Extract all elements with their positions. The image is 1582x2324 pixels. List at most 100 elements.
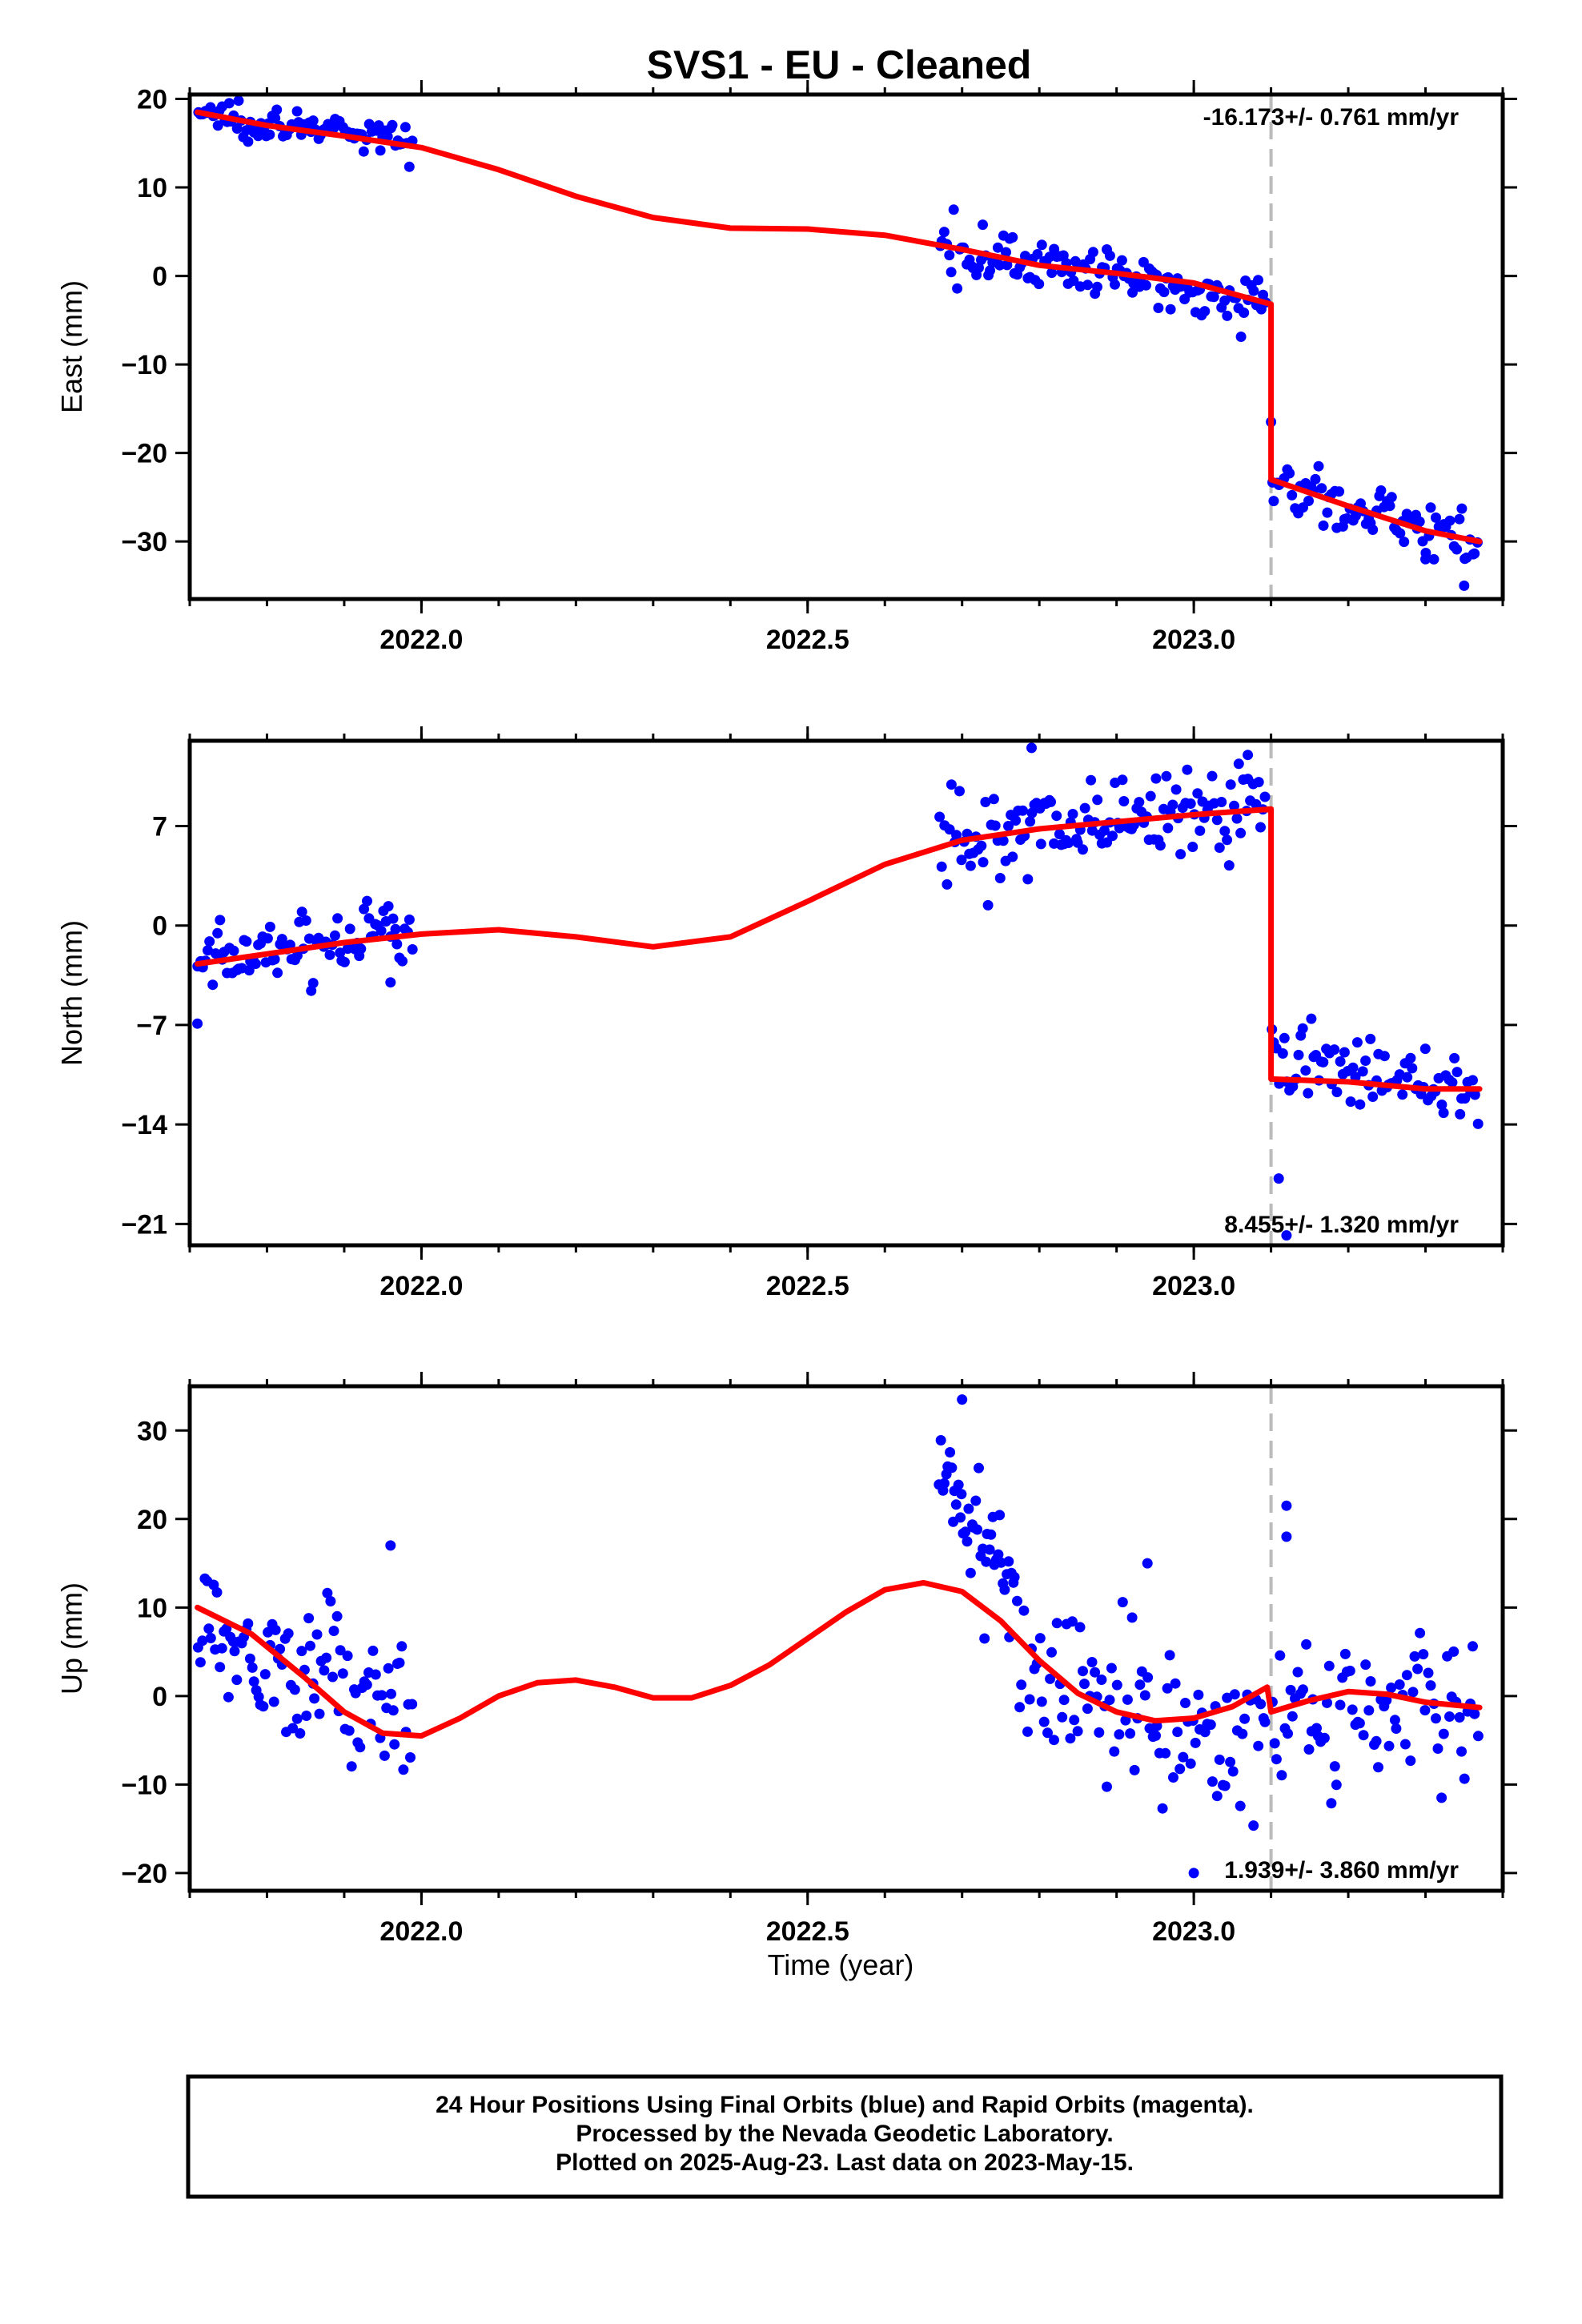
data-point (1127, 287, 1138, 298)
data-point (270, 113, 281, 124)
data-point (229, 1646, 240, 1657)
data-point (1339, 1648, 1351, 1659)
data-point (1045, 1673, 1056, 1684)
data-point (283, 1628, 294, 1639)
data-point (1192, 788, 1203, 799)
data-point (1405, 1755, 1416, 1767)
chart-title: SVS1 - EU - Cleaned (647, 42, 1032, 87)
data-point (1154, 840, 1166, 851)
data-point (1449, 1052, 1460, 1063)
data-point (1287, 489, 1298, 501)
data-point (264, 921, 275, 932)
data-point (342, 1651, 353, 1662)
data-point (1335, 1699, 1346, 1711)
data-point (1379, 1051, 1390, 1062)
data-point (1268, 496, 1279, 507)
data-point (1472, 1118, 1484, 1129)
data-point (1018, 805, 1028, 816)
data-point (946, 1462, 958, 1474)
data-point (942, 879, 953, 890)
data-point (244, 1653, 255, 1664)
data-point (1208, 292, 1219, 303)
data-point (405, 1752, 416, 1763)
data-point (303, 1613, 315, 1624)
data-point (1003, 1556, 1014, 1567)
data-point (321, 1652, 332, 1663)
data-point (1205, 1719, 1216, 1731)
data-point (1036, 239, 1047, 251)
data-point (407, 1699, 418, 1710)
data-point (383, 901, 394, 912)
data-point (981, 1556, 992, 1567)
data-point (1235, 332, 1247, 342)
data-point (1222, 834, 1233, 846)
data-point (950, 1499, 962, 1510)
data-point (1273, 1173, 1284, 1184)
data-point (1350, 510, 1361, 521)
data-point (1381, 1695, 1392, 1706)
data-point (339, 956, 350, 967)
data-point (1329, 1761, 1340, 1772)
data-point (1195, 825, 1206, 836)
data-point (1363, 1705, 1375, 1716)
data-point (1432, 1743, 1443, 1754)
data-point (956, 1489, 967, 1500)
data-point (362, 895, 372, 907)
data-point (1436, 1100, 1447, 1110)
data-point (1407, 1063, 1418, 1074)
data-point (993, 1549, 1004, 1560)
data-point (1360, 1055, 1371, 1066)
data-point (986, 1529, 997, 1540)
data-point (1092, 281, 1102, 292)
data-point (1354, 1718, 1365, 1729)
data-point (1104, 1695, 1115, 1706)
data-point (944, 250, 955, 261)
data-point (1456, 503, 1468, 514)
data-point (1345, 1096, 1356, 1108)
data-point (250, 959, 261, 969)
data-point (945, 1447, 956, 1458)
footer-line-2: Processed by the Nevada Geodetic Laborat… (576, 2121, 1113, 2147)
data-point (1235, 827, 1247, 838)
data-point (946, 267, 957, 278)
data-point (359, 903, 370, 915)
data-point (1311, 1723, 1322, 1734)
data-point (994, 873, 1006, 883)
data-point (1367, 525, 1379, 535)
data-point (276, 934, 287, 945)
data-point (1452, 544, 1463, 555)
data-point (1090, 1667, 1101, 1678)
data-point (296, 1646, 307, 1657)
data-point (965, 860, 976, 871)
data-point (231, 123, 243, 134)
data-point (1024, 1694, 1035, 1705)
data-point (309, 1693, 320, 1704)
data-point (1319, 1732, 1330, 1743)
data-point (1306, 1013, 1317, 1024)
x-axis-label: Time (year) (768, 1948, 914, 1981)
data-point (1248, 1820, 1259, 1831)
data-point (1253, 1740, 1264, 1751)
data-point (1285, 1684, 1296, 1695)
x-tick-label: 2023.0 (1152, 625, 1235, 655)
data-point (1358, 1730, 1369, 1741)
data-point (1014, 1702, 1026, 1713)
data-point (387, 913, 399, 924)
data-point (974, 262, 984, 273)
data-point (1012, 1595, 1022, 1606)
y-tick-label: −14 (121, 1110, 167, 1140)
data-point (1259, 791, 1271, 802)
data-point (1431, 512, 1441, 523)
data-point (1412, 1663, 1423, 1675)
data-point (1419, 1043, 1431, 1055)
y-tick-label: 10 (137, 173, 167, 203)
data-point (344, 923, 355, 935)
data-point (1193, 1689, 1204, 1700)
data-point (1086, 774, 1097, 786)
y-tick-label: −10 (121, 1770, 167, 1800)
data-point (376, 1690, 387, 1701)
data-point (1318, 520, 1329, 531)
data-point (1355, 1099, 1366, 1110)
data-point (1344, 1665, 1355, 1676)
data-point (343, 1725, 355, 1736)
